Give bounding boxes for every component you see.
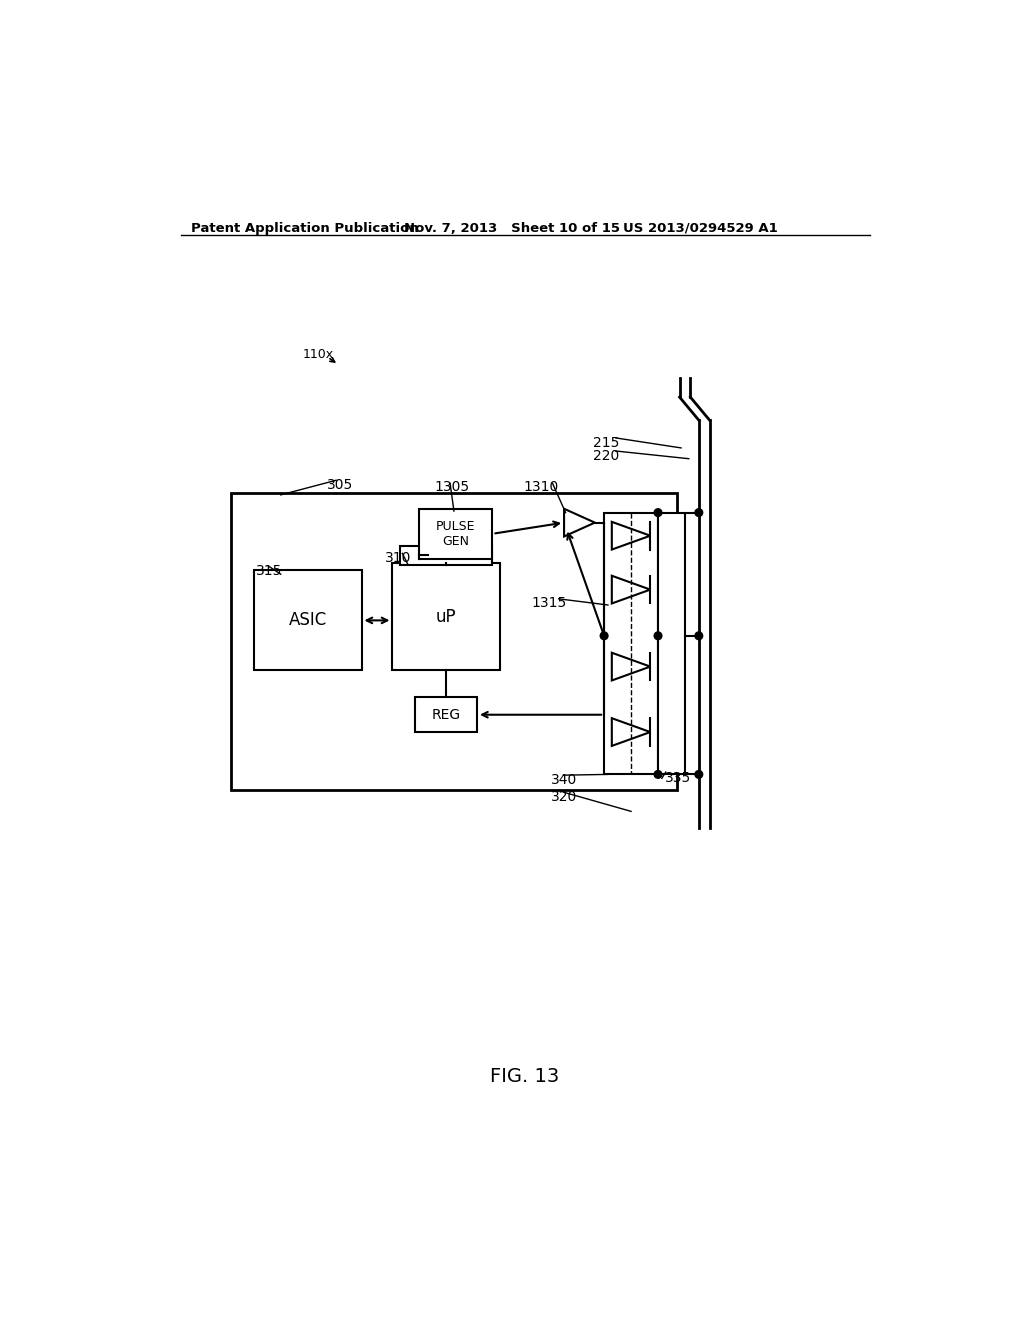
Bar — [392, 562, 500, 671]
Circle shape — [654, 508, 662, 516]
Text: Nov. 7, 2013   Sheet 10 of 15: Nov. 7, 2013 Sheet 10 of 15 — [403, 222, 620, 235]
Text: REG: REG — [432, 708, 461, 722]
Text: 1305: 1305 — [435, 480, 470, 494]
Text: 315: 315 — [256, 564, 283, 578]
Bar — [230, 494, 677, 789]
Text: FIG. 13: FIG. 13 — [490, 1067, 559, 1086]
Text: US 2013/0294529 A1: US 2013/0294529 A1 — [624, 222, 778, 235]
Text: 340: 340 — [551, 774, 578, 787]
Bar — [254, 570, 361, 671]
Text: 1315: 1315 — [531, 595, 566, 610]
Text: 335: 335 — [665, 771, 691, 784]
Circle shape — [654, 632, 662, 640]
Bar — [658, 512, 685, 775]
Circle shape — [600, 632, 608, 640]
Text: 310: 310 — [385, 552, 411, 565]
Text: 215: 215 — [593, 436, 618, 450]
Bar — [400, 545, 493, 565]
Bar — [604, 512, 658, 775]
Circle shape — [695, 508, 702, 516]
Text: 305: 305 — [327, 478, 353, 492]
Text: 1310: 1310 — [523, 480, 558, 494]
Text: uP: uP — [436, 607, 457, 626]
Text: PULSE
GEN: PULSE GEN — [436, 520, 475, 548]
Circle shape — [695, 632, 702, 640]
Text: 110x: 110x — [303, 348, 334, 360]
Text: ASIC: ASIC — [289, 611, 327, 630]
Circle shape — [695, 771, 702, 779]
Text: 320: 320 — [551, 789, 578, 804]
Text: 220: 220 — [593, 449, 618, 463]
Bar — [419, 508, 493, 558]
Text: Patent Application Publication: Patent Application Publication — [190, 222, 419, 235]
Circle shape — [654, 771, 662, 779]
Bar — [416, 697, 477, 733]
